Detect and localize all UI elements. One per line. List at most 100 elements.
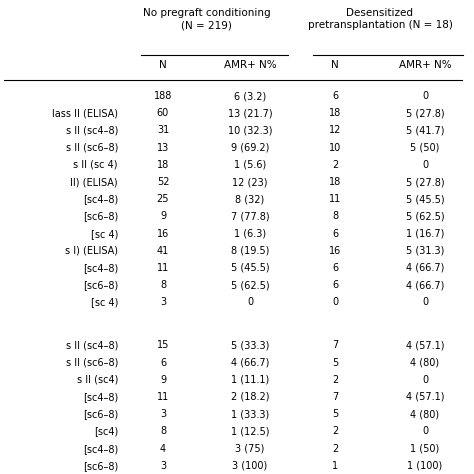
- Text: 1 (50): 1 (50): [410, 444, 439, 454]
- Text: 18: 18: [329, 177, 341, 187]
- Text: 4 (57.1): 4 (57.1): [406, 392, 444, 402]
- Text: [sc6–8): [sc6–8): [83, 211, 118, 221]
- Text: 4 (80): 4 (80): [410, 409, 439, 419]
- Text: 15: 15: [157, 340, 169, 350]
- Text: 4 (80): 4 (80): [410, 357, 439, 368]
- Text: 2: 2: [332, 427, 338, 437]
- Text: 13: 13: [157, 143, 169, 153]
- Text: s II (sc4–8): s II (sc4–8): [65, 126, 118, 136]
- Text: 8: 8: [332, 211, 338, 221]
- Text: [sc6–8): [sc6–8): [83, 409, 118, 419]
- Text: II) (ELISA): II) (ELISA): [70, 177, 118, 187]
- Text: 5: 5: [332, 357, 338, 368]
- Text: 1 (100): 1 (100): [407, 461, 443, 471]
- Text: 0: 0: [422, 375, 428, 385]
- Text: 4 (66.7): 4 (66.7): [231, 357, 269, 368]
- Text: 5 (62.5): 5 (62.5): [231, 280, 269, 290]
- Text: AMR+ N%: AMR+ N%: [399, 60, 451, 70]
- Text: 2: 2: [332, 375, 338, 385]
- Text: 1 (12.5): 1 (12.5): [231, 427, 269, 437]
- Text: 1 (11.1): 1 (11.1): [231, 375, 269, 385]
- Text: 13 (21.7): 13 (21.7): [228, 108, 272, 118]
- Text: 6: 6: [332, 228, 338, 238]
- Text: 9: 9: [160, 375, 166, 385]
- Text: 18: 18: [329, 108, 341, 118]
- Text: 9: 9: [160, 211, 166, 221]
- Text: 31: 31: [157, 126, 169, 136]
- Text: [sc 4): [sc 4): [91, 228, 118, 238]
- Text: 0: 0: [247, 297, 253, 308]
- Text: 4: 4: [160, 444, 166, 454]
- Text: 5 (33.3): 5 (33.3): [231, 340, 269, 350]
- Text: 0: 0: [422, 297, 428, 308]
- Text: [sc4–8): [sc4–8): [83, 392, 118, 402]
- Text: 5 (50): 5 (50): [410, 143, 440, 153]
- Text: 5 (27.8): 5 (27.8): [406, 108, 444, 118]
- Text: 25: 25: [157, 194, 169, 204]
- Text: [sc6–8): [sc6–8): [83, 280, 118, 290]
- Text: s II (sc6–8): s II (sc6–8): [65, 143, 118, 153]
- Text: 8 (19.5): 8 (19.5): [231, 246, 269, 256]
- Text: 60: 60: [157, 108, 169, 118]
- Text: 5 (31.3): 5 (31.3): [406, 246, 444, 256]
- Text: 1 (33.3): 1 (33.3): [231, 409, 269, 419]
- Text: 6: 6: [332, 263, 338, 273]
- Text: 16: 16: [329, 246, 341, 256]
- Text: [sc4–8): [sc4–8): [83, 263, 118, 273]
- Text: [sc4): [sc4): [94, 427, 118, 437]
- Text: 6: 6: [332, 91, 338, 101]
- Text: s II (sc 4): s II (sc 4): [73, 160, 118, 170]
- Text: Desensitized
pretransplantation (N = 18): Desensitized pretransplantation (N = 18): [308, 8, 453, 30]
- Text: 4 (66.7): 4 (66.7): [406, 263, 444, 273]
- Text: 52: 52: [157, 177, 169, 187]
- Text: 3 (100): 3 (100): [232, 461, 268, 471]
- Text: s II (sc6–8): s II (sc6–8): [65, 357, 118, 368]
- Text: 10: 10: [329, 143, 341, 153]
- Text: [sc4–8): [sc4–8): [83, 194, 118, 204]
- Text: No pregraft conditioning
(N = 219): No pregraft conditioning (N = 219): [143, 8, 270, 30]
- Text: 6 (3.2): 6 (3.2): [234, 91, 266, 101]
- Text: [sc 4): [sc 4): [91, 297, 118, 308]
- Text: 8 (32): 8 (32): [236, 194, 264, 204]
- Text: 2: 2: [332, 444, 338, 454]
- Text: AMR+ N%: AMR+ N%: [224, 60, 276, 70]
- Text: 0: 0: [422, 427, 428, 437]
- Text: [sc6–8): [sc6–8): [83, 461, 118, 471]
- Text: 7 (77.8): 7 (77.8): [231, 211, 269, 221]
- Text: N: N: [159, 60, 167, 70]
- Text: 8: 8: [160, 280, 166, 290]
- Text: s I) (ELISA): s I) (ELISA): [65, 246, 118, 256]
- Text: 5: 5: [332, 409, 338, 419]
- Text: 2: 2: [332, 160, 338, 170]
- Text: 4 (66.7): 4 (66.7): [406, 280, 444, 290]
- Text: 188: 188: [154, 91, 172, 101]
- Text: 6: 6: [160, 357, 166, 368]
- Text: 3 (75): 3 (75): [235, 444, 264, 454]
- Text: 5 (45.5): 5 (45.5): [406, 194, 444, 204]
- Text: 3: 3: [160, 409, 166, 419]
- Text: N: N: [331, 60, 339, 70]
- Text: 1 (16.7): 1 (16.7): [406, 228, 444, 238]
- Text: s II (sc4): s II (sc4): [77, 375, 118, 385]
- Text: 5 (62.5): 5 (62.5): [406, 211, 444, 221]
- Text: 5 (41.7): 5 (41.7): [406, 126, 444, 136]
- Text: s II (sc4–8): s II (sc4–8): [65, 340, 118, 350]
- Text: 11: 11: [329, 194, 341, 204]
- Text: 1 (5.6): 1 (5.6): [234, 160, 266, 170]
- Text: 11: 11: [157, 392, 169, 402]
- Text: 0: 0: [422, 91, 428, 101]
- Text: 5 (45.5): 5 (45.5): [231, 263, 269, 273]
- Text: 18: 18: [157, 160, 169, 170]
- Text: 11: 11: [157, 263, 169, 273]
- Text: 12: 12: [329, 126, 341, 136]
- Text: 6: 6: [332, 280, 338, 290]
- Text: 1: 1: [332, 461, 338, 471]
- Text: 7: 7: [332, 340, 338, 350]
- Text: 10 (32.3): 10 (32.3): [228, 126, 272, 136]
- Text: [sc4–8): [sc4–8): [83, 444, 118, 454]
- Text: 3: 3: [160, 461, 166, 471]
- Text: 1 (6.3): 1 (6.3): [234, 228, 266, 238]
- Text: 9 (69.2): 9 (69.2): [231, 143, 269, 153]
- Text: 7: 7: [332, 392, 338, 402]
- Text: 8: 8: [160, 427, 166, 437]
